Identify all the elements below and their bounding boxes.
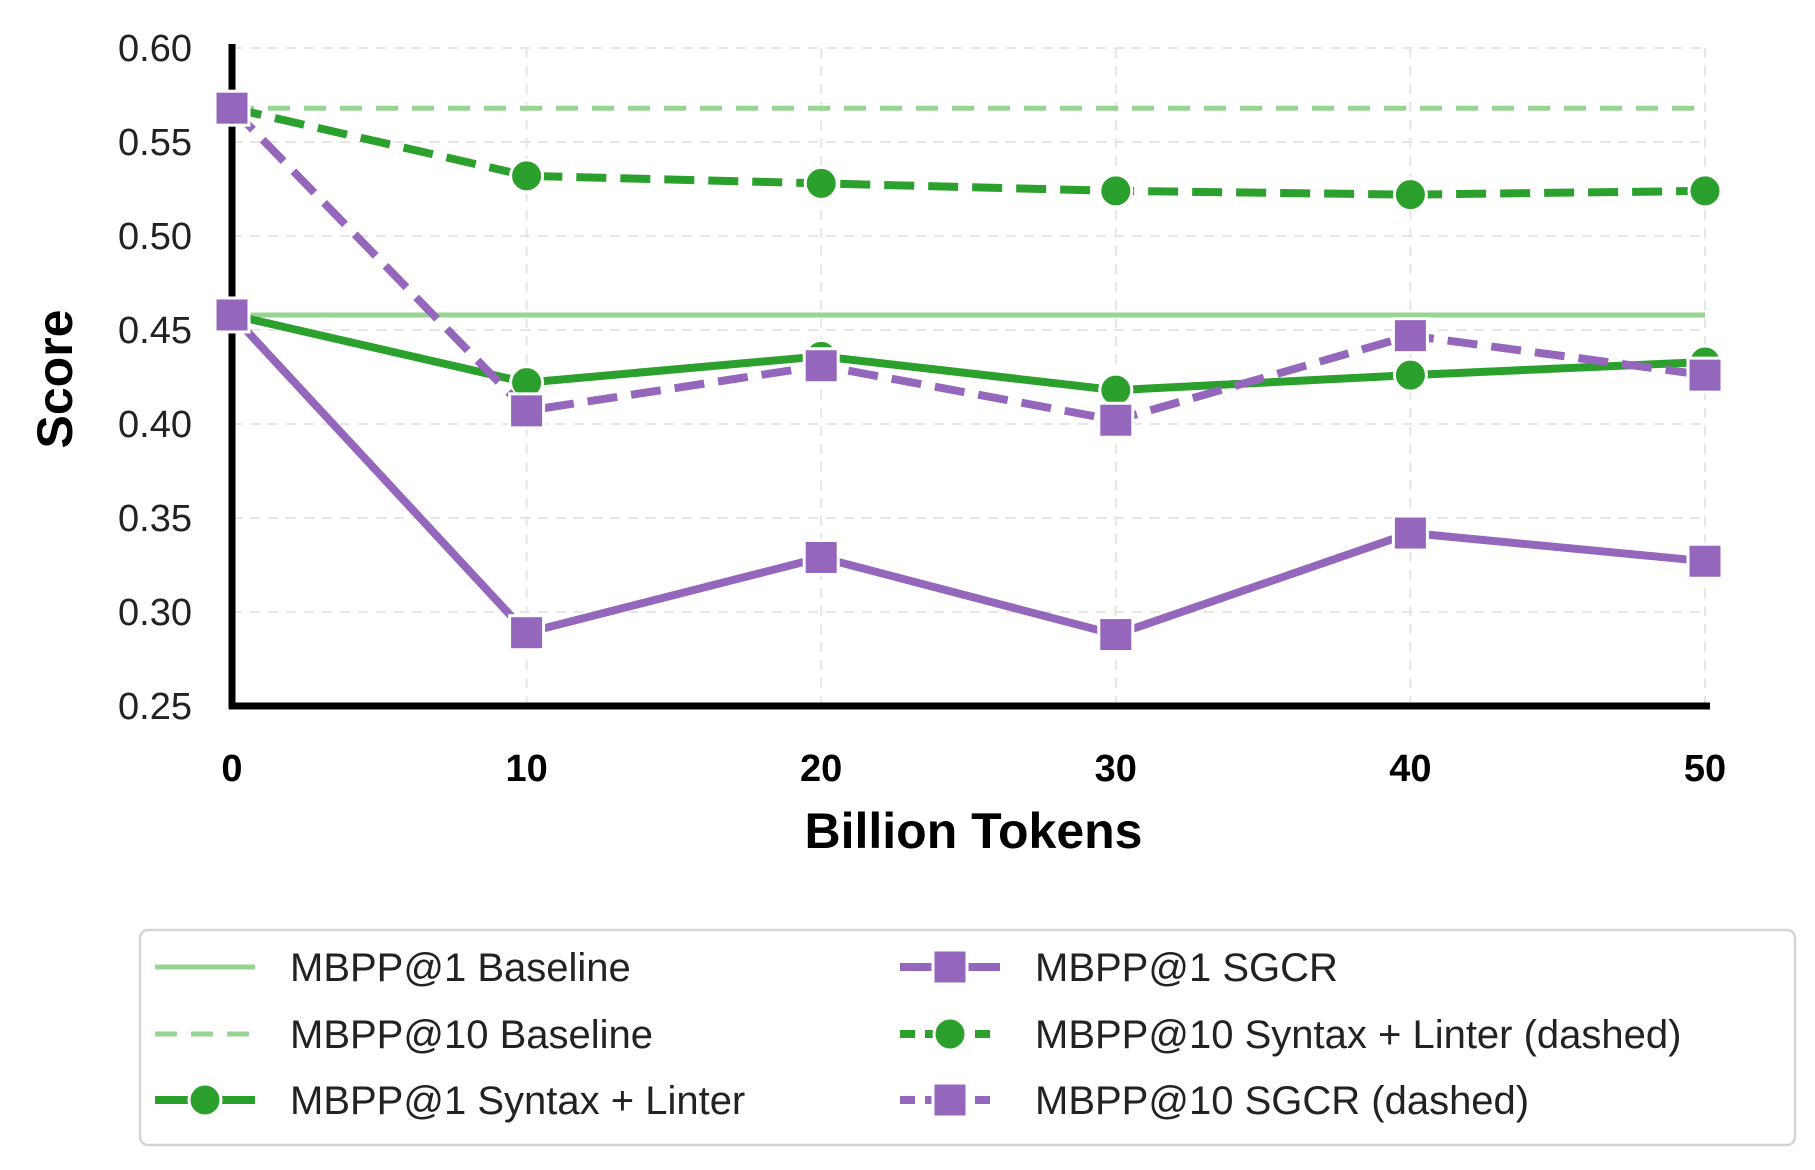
y-tick-label: 0.50: [118, 216, 192, 258]
x-tick-label: 0: [221, 748, 242, 790]
y-tick-label: 0.45: [118, 310, 192, 352]
legend-label: MBPP@1 SGCR: [1035, 946, 1338, 990]
series-line: [229, 312, 1706, 639]
data-point: [1687, 173, 1723, 209]
legend-item: MBPP@1 SGCR: [900, 946, 1338, 990]
x-tick-label: 20: [800, 748, 842, 790]
y-tick-label: 0.35: [118, 498, 192, 540]
data-point: [1098, 173, 1134, 209]
legend-marker: [931, 1081, 969, 1119]
data-point: [213, 89, 251, 127]
data-point: [508, 614, 546, 652]
y-tick-label: 0.40: [118, 404, 192, 446]
legend-item: MBPP@10 Baseline: [155, 1013, 653, 1057]
legend-marker: [932, 1016, 968, 1052]
axes: [228, 44, 1710, 710]
legend-label: MBPP@10 Syntax + Linter (dashed): [1035, 1013, 1681, 1057]
legend-item: MBPP@1 Syntax + Linter: [155, 1079, 745, 1123]
legend-item: MBPP@10 Syntax + Linter (dashed): [900, 1013, 1681, 1057]
data-point: [509, 158, 545, 194]
legend-label: MBPP@1 Syntax + Linter: [290, 1079, 745, 1123]
x-tick-label: 30: [1095, 748, 1137, 790]
data-point: [1686, 356, 1724, 394]
y-tick-label: 0.60: [118, 28, 192, 70]
data-point: [1392, 177, 1428, 213]
data-point: [1392, 357, 1428, 393]
data-point: [803, 165, 839, 201]
legend-item: MBPP@10 SGCR (dashed): [900, 1079, 1529, 1123]
series-5: [213, 89, 1724, 439]
series-line: [231, 311, 1706, 395]
data-point: [1686, 542, 1724, 580]
series-lines: [213, 89, 1724, 654]
legend-label: MBPP@10 SGCR (dashed): [1035, 1079, 1529, 1123]
data-point: [802, 538, 840, 576]
data-point: [802, 347, 840, 385]
x-axis-title: Billion Tokens: [805, 803, 1143, 859]
y-tick-label: 0.25: [118, 686, 192, 728]
x-tick-label: 40: [1389, 748, 1431, 790]
legend-marker: [931, 948, 969, 986]
y-axis-title: Score: [27, 310, 83, 449]
legend: MBPP@1 Baseline MBPP@10 Baseline MBPP@1 Sy…: [138, 928, 1797, 1147]
data-point: [1097, 616, 1135, 654]
legend-label: MBPP@10 Baseline: [290, 1013, 653, 1057]
data-point: [1391, 514, 1429, 552]
legend-item: MBPP@1 Baseline: [155, 946, 631, 990]
tick-labels: 0.25 0.30 0.35 0.40 0.45 0.50 0.55 0.60 0 10 20 30 4…: [118, 28, 1726, 790]
y-tick-label: 0.55: [118, 122, 192, 164]
legend-label: MBPP@1 Baseline: [290, 946, 631, 990]
data-point: [213, 296, 251, 334]
x-tick-label: 10: [505, 748, 547, 790]
data-point: [1097, 401, 1135, 439]
legend-box: [138, 928, 1797, 1147]
y-tick-label: 0.30: [118, 592, 192, 634]
x-tick-label: 50: [1684, 748, 1726, 790]
data-point: [508, 392, 546, 430]
data-point: [1391, 317, 1429, 355]
data-point: [1098, 372, 1134, 408]
series-line: [229, 105, 1706, 425]
series-line: [231, 104, 1706, 199]
series-3: [213, 296, 1724, 654]
legend-marker: [187, 1082, 223, 1118]
